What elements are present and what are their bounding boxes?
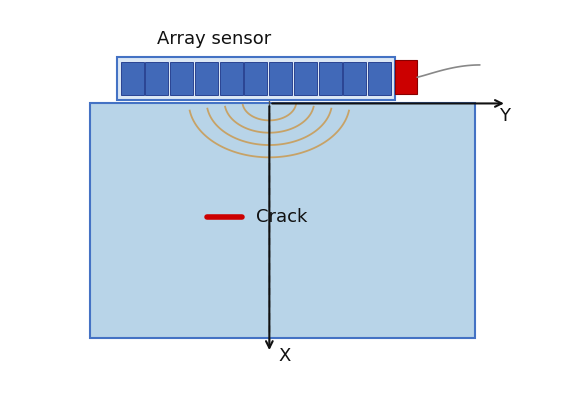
- Text: Y: Y: [499, 107, 510, 125]
- Bar: [244, 62, 268, 95]
- Bar: [220, 62, 243, 95]
- Text: Array sensor: Array sensor: [157, 30, 272, 48]
- Bar: [146, 62, 168, 95]
- Bar: [368, 62, 391, 95]
- Bar: [343, 62, 366, 95]
- Bar: [269, 62, 292, 95]
- Bar: [170, 62, 193, 95]
- Bar: [395, 60, 417, 94]
- Bar: [294, 62, 317, 95]
- Bar: [121, 62, 143, 95]
- Bar: [318, 62, 342, 95]
- Text: X: X: [279, 347, 291, 365]
- Bar: [117, 57, 395, 100]
- Text: Crack: Crack: [256, 208, 307, 226]
- Bar: [195, 62, 218, 95]
- Bar: [90, 104, 476, 338]
